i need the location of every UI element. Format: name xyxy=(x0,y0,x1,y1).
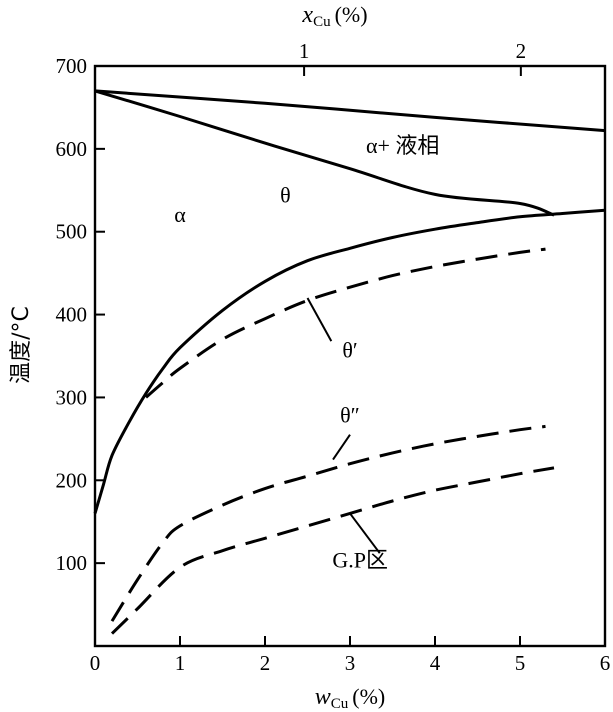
y-axis-title: 温度/°C xyxy=(9,306,34,384)
x-tick-label: 3 xyxy=(345,651,356,675)
x-tick-label: 0 xyxy=(90,651,101,675)
y-axis: 100 200 300 400 500 600 700 xyxy=(56,54,105,575)
x-tick-label: 1 xyxy=(175,651,186,675)
annotation-leaders xyxy=(306,297,381,554)
series-solidus xyxy=(94,89,555,217)
series-theta-double-prime xyxy=(110,424,546,622)
y-tick-label: 100 xyxy=(56,551,88,575)
x-axis: 0 1 2 3 4 5 6 xyxy=(90,636,611,675)
series-theta-prime xyxy=(145,247,546,399)
x-tick-label: 6 xyxy=(600,651,611,675)
annotation-label: θ′ xyxy=(342,338,357,363)
annotation-leader-line xyxy=(332,434,351,461)
top-x-tick-label: 2 xyxy=(516,39,527,63)
annotation-leader-line xyxy=(349,512,381,554)
curves xyxy=(93,89,606,635)
annotation-label: α xyxy=(174,202,186,227)
y-tick-label: 200 xyxy=(56,468,88,492)
series-liquidus xyxy=(94,89,606,133)
top-x-tick-label: 1 xyxy=(299,39,310,63)
x-tick-label: 4 xyxy=(430,651,441,675)
annotation-label: α+ 液相 xyxy=(366,133,439,158)
x-axis-title: wCu (%) xyxy=(315,684,386,712)
x-tick-label: 5 xyxy=(515,651,526,675)
x-tick-label: 2 xyxy=(260,651,271,675)
annotation-leader-line xyxy=(306,297,333,342)
annotation-label: θ″ xyxy=(340,402,360,427)
annotation-label: G.P区 xyxy=(332,547,388,572)
y-tick-label: 500 xyxy=(56,220,88,244)
y-tick-label: 400 xyxy=(56,303,88,327)
top-x-axis-title: xCu (%) xyxy=(301,2,367,30)
annotations: α+ 液相 α θ θ′ θ″ G.P区 xyxy=(174,133,439,572)
series-gp-zone xyxy=(110,466,555,635)
series-theta xyxy=(93,208,606,514)
y-tick-label: 700 xyxy=(56,54,88,78)
y-tick-label: 600 xyxy=(56,137,88,161)
annotation-label: θ xyxy=(280,183,291,208)
y-tick-label: 300 xyxy=(56,385,88,409)
